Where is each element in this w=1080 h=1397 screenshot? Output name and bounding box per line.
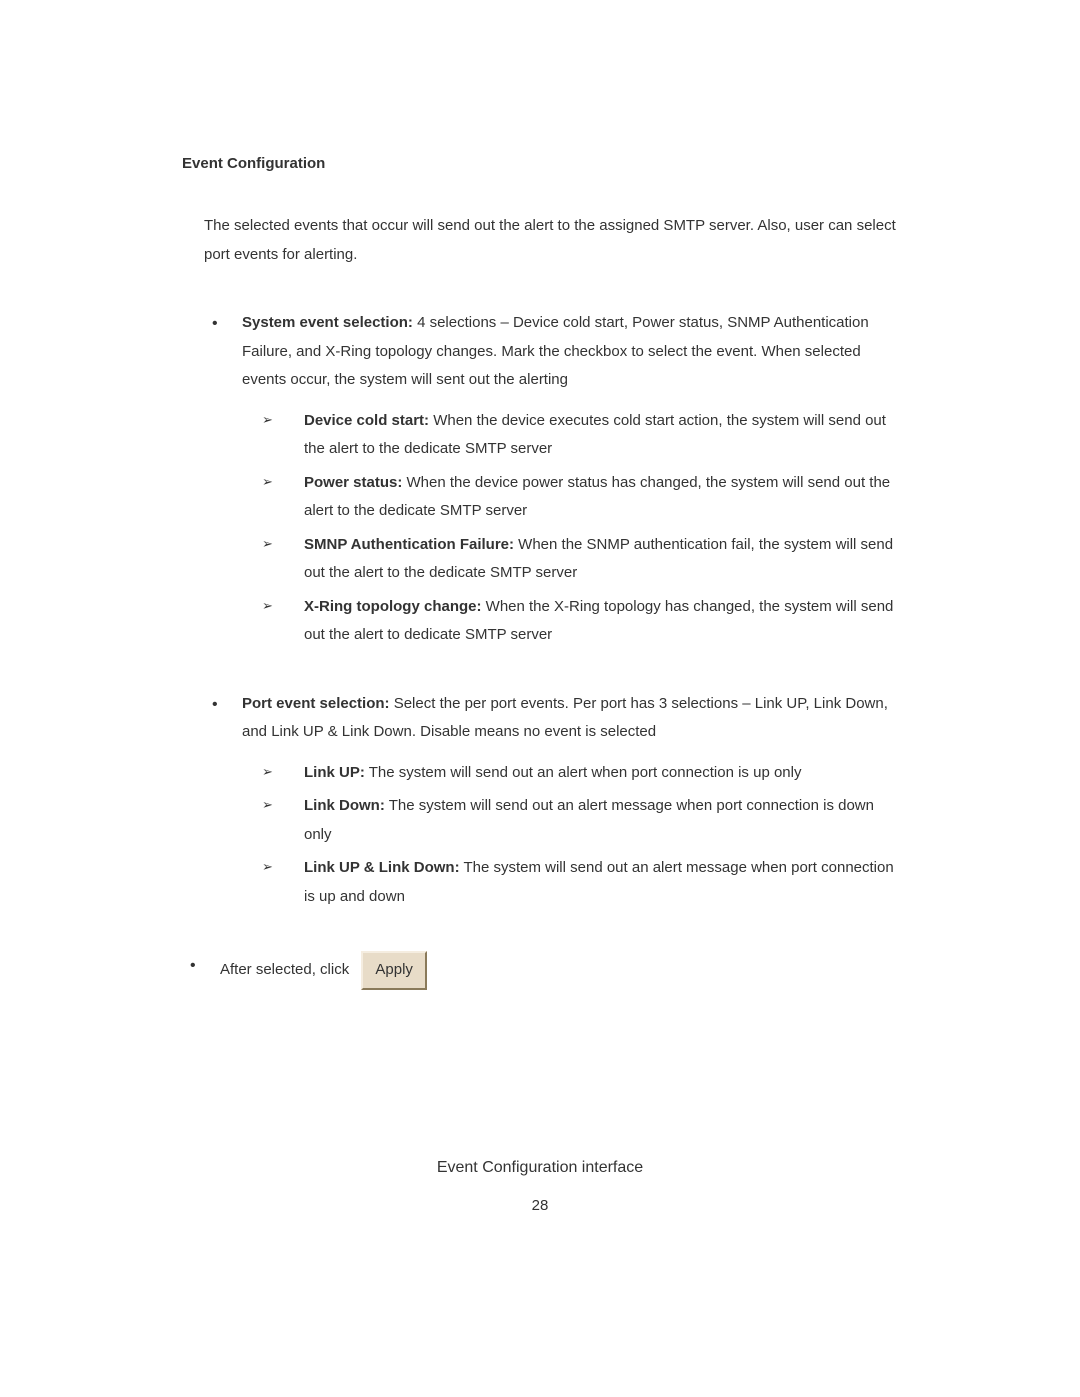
bullet-port-event: Port event selection: Select the per por… <box>204 690 898 912</box>
arrow-label: X-Ring topology change: <box>304 598 482 615</box>
arrow-item: Link Down: The system will send out an a… <box>254 792 898 849</box>
arrow-item: Link UP: The system will send out an ale… <box>254 759 898 788</box>
arrow-label: SMNP Authentication Failure: <box>304 536 514 553</box>
arrow-item: SMNP Authentication Failure: When the SN… <box>254 531 898 588</box>
page-number: 28 <box>0 1197 1080 1214</box>
bullet-list: System event selection: 4 selections – D… <box>204 309 898 990</box>
arrow-list: Link UP: The system will send out an ale… <box>254 759 898 912</box>
arrow-item: Device cold start: When the device execu… <box>254 407 898 464</box>
apply-button[interactable]: Apply <box>361 951 427 990</box>
bullet-system-event: System event selection: 4 selections – D… <box>204 309 898 650</box>
arrow-item: X-Ring topology change: When the X-Ring … <box>254 593 898 650</box>
arrow-text: The system will send out an alert when p… <box>365 764 802 781</box>
arrow-label: Power status: <box>304 474 402 491</box>
arrow-item: Link UP & Link Down: The system will sen… <box>254 854 898 911</box>
bullet-after: After selected, click Apply <box>182 951 898 990</box>
after-text: After selected, click <box>220 961 349 978</box>
intro-paragraph: The selected events that occur will send… <box>204 212 898 269</box>
arrow-label: Link UP & Link Down: <box>304 859 460 876</box>
arrow-label: Link UP: <box>304 764 365 781</box>
bullet-label: Port event selection: <box>242 695 390 712</box>
figure-caption: Event Configuration interface <box>0 1159 1080 1177</box>
arrow-item: Power status: When the device power stat… <box>254 469 898 526</box>
arrow-text: The system will send out an alert messag… <box>304 797 874 843</box>
document-content: Event Configuration The selected events … <box>0 0 1080 990</box>
arrow-label: Link Down: <box>304 797 385 814</box>
arrow-label: Device cold start: <box>304 412 429 429</box>
section-title: Event Configuration <box>182 155 898 172</box>
arrow-list: Device cold start: When the device execu… <box>254 407 898 650</box>
bullet-label: System event selection: <box>242 314 413 331</box>
